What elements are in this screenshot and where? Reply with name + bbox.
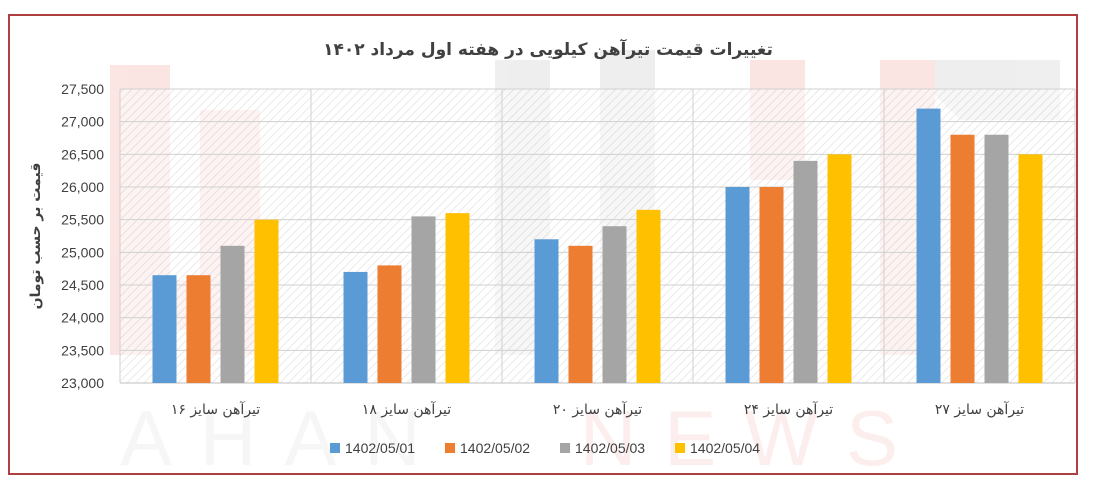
bar [220,245,245,383]
legend-swatch [560,443,570,453]
bar [725,187,750,383]
bar [793,160,818,383]
y-tick-label: 23,500 [61,342,104,358]
x-tick-label: تیرآهن سایز ۲۷ [935,401,1024,418]
x-tick-label: تیرآهن سایز ۱۶ [171,401,260,418]
y-tick-label: 24,500 [61,277,104,293]
bar [411,216,436,383]
y-tick-label: 27,500 [61,81,104,97]
legend-label: 1402/05/03 [575,440,645,456]
y-axis-label: قیمت بر حسب تومان [28,163,44,310]
watermark-text-news: NEWS [580,394,926,482]
bar [568,245,593,383]
bar [827,154,852,383]
y-tick-label: 26,500 [61,146,104,162]
legend: 1402/05/01 1402/05/02 1402/05/03 1402/05/04 [330,440,760,456]
y-tick-label: 25,500 [61,212,104,228]
bar [950,134,975,383]
y-tick-labels: 23,000 23,500 24,000 24,500 25,000 25,500 26,0… [61,81,104,391]
legend-label: 1402/05/02 [460,440,530,456]
bar [445,213,470,383]
legend-swatch [330,443,340,453]
legend-label: 1402/05/01 [345,440,415,456]
category-dividers [119,89,1076,383]
x-tick-label: تیرآهن سایز ۲۰ [553,401,642,418]
y-tick-label: 27,000 [61,114,104,130]
legend-swatch [445,443,455,453]
plot-area [120,89,1075,383]
bar [916,108,941,383]
x-tick-labels: تیرآهن سایز ۱۶ تیرآهن سایز ۱۸ تیرآهن سایز … [171,401,1024,418]
bar [343,271,368,383]
bar [636,209,661,383]
bar [377,265,402,383]
bar [534,239,559,383]
bar [759,187,784,383]
y-tick-label: 24,000 [61,310,104,326]
bars [152,108,1043,383]
legend-swatch [675,443,685,453]
bar [254,219,279,383]
bar [984,134,1009,383]
bar [186,275,211,383]
y-tick-label: 25,000 [61,244,104,260]
watermark-text-ahan: AHAN [120,394,449,482]
chart-title: تغییرات قیمت تیرآهن کیلویی در هفته اول م… [323,38,773,60]
gridlines [120,88,1075,384]
x-tick-label: تیرآهن سایز ۲۴ [744,401,833,418]
y-tick-label: 23,000 [61,375,104,391]
legend-label: 1402/05/04 [690,440,760,456]
bar [1018,154,1043,383]
bar [152,275,177,383]
y-tick-label: 26,000 [61,179,104,195]
x-tick-label: تیرآهن سایز ۱۸ [362,401,451,418]
bar [602,226,627,383]
